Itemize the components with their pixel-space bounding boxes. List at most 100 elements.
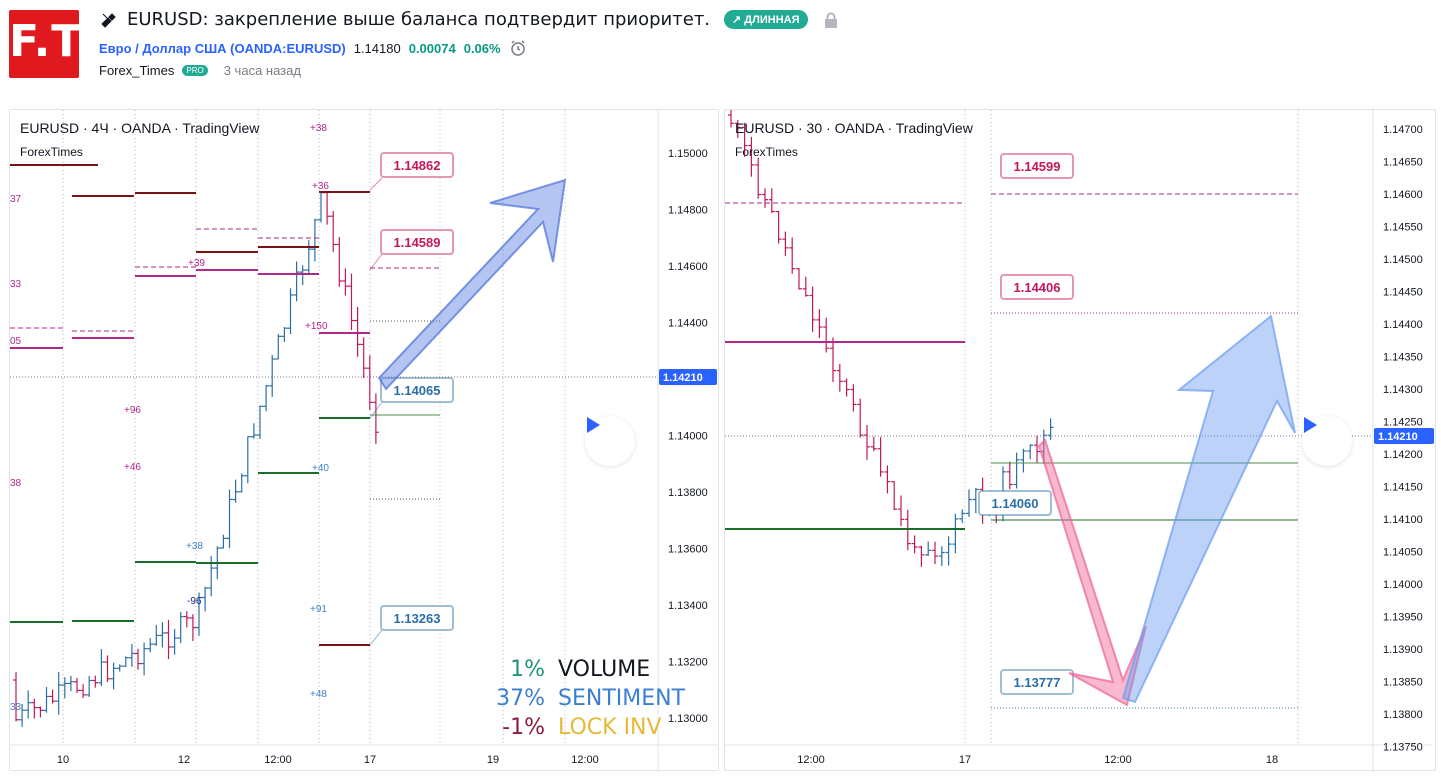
long-badge: ↗ ДЛИННАЯ [724, 10, 808, 29]
price-tick-label: 1.13750 [1383, 742, 1423, 754]
callout-3-box [380, 377, 454, 403]
level-label: +36 [312, 181, 329, 192]
author-name[interactable]: Forex_Times [99, 63, 175, 78]
callout-3-pointer [369, 401, 383, 419]
title-row: EURUSD: закрепление выше баланса подтвер… [99, 9, 838, 30]
left-play-button[interactable] [585, 416, 635, 466]
callout-1-pointer [369, 177, 383, 191]
right-chart-canvas[interactable]: 1.14700 1.14650 1.14600 1.14550 1.14500 1.144… [725, 110, 1437, 772]
publish-time: 3 часа назад [223, 63, 301, 78]
level-label: +46 [124, 462, 141, 473]
price-tick-label: 1.14300 [1383, 384, 1423, 396]
stat-value: 1% [510, 657, 545, 682]
idea-header: F.T. EURUSD: закрепление выше баланса по… [0, 0, 1441, 100]
callout-2-label: 1.14589 [394, 235, 441, 250]
callout-r2-box [1000, 274, 1074, 300]
price-tick-label: 1.14700 [1383, 124, 1423, 136]
stat-value: -1% [502, 715, 545, 740]
price-tick-label: 1.14650 [1383, 157, 1423, 169]
time-tick-label: 12:00 [1104, 754, 1132, 766]
price-tick-label: 1.14200 [1383, 449, 1423, 461]
level-label: -96 [187, 596, 202, 607]
callout-1-label: 1.14862 [394, 158, 441, 173]
time-tick-label: 12:00 [571, 754, 599, 766]
price-tick-label: 1.14400 [1383, 319, 1423, 331]
level-label: 37 [10, 194, 22, 205]
current-price-label: 1.14210 [1378, 431, 1418, 443]
symbol-link[interactable]: Евро / Доллар США (OANDA:EURUSD) [99, 40, 346, 56]
left-chart-panel[interactable]: 1.150001.148001.146001.144001.142001.140… [9, 109, 720, 772]
callout-r1-box [1000, 153, 1074, 179]
forecast-arrow-up [1121, 314, 1296, 704]
price-tick-label: 1.13600 [668, 544, 708, 556]
alarm-clock-icon[interactable] [509, 39, 527, 57]
forex-times-logo[interactable]: F.T. [9, 10, 94, 78]
price-tick-label: 1.14050 [1383, 547, 1423, 559]
callout-3-label: 1.14065 [394, 383, 441, 398]
price-tick-label: 1.13200 [668, 657, 708, 669]
price-tick-label: 1.13400 [668, 600, 708, 612]
callout-4-pointer [369, 629, 383, 646]
price-tick-label: 1.14800 [668, 205, 708, 217]
price-tick-label: 1.14500 [1383, 254, 1423, 266]
level-label: 05 [10, 336, 22, 347]
satellite-icon [101, 12, 116, 28]
stat-volume: 1% VOLUME [490, 655, 685, 684]
stat-label: SENTIMENT [558, 686, 686, 711]
current-price-tag [659, 369, 717, 385]
callout-1-box [380, 152, 454, 178]
current-price-label: 1.14210 [663, 372, 703, 384]
stat-value: 37% [496, 686, 545, 711]
callout-r4-box [1000, 669, 1074, 695]
time-tick-label: 17 [959, 754, 971, 766]
price-tick-label: 1.13800 [668, 487, 708, 499]
price-tick-label: 1.14150 [1383, 482, 1423, 494]
stat-sentiment: 37% SENTIMENT [490, 684, 685, 713]
level-label: 33 [10, 702, 22, 713]
right-chart-subtitle: ForexTimes [735, 145, 798, 159]
time-tick-label: 10 [57, 754, 69, 766]
left-chart-subtitle: ForexTimes [20, 145, 83, 159]
left-chart-title: EURUSD · 4Ч · OANDA · TradingView [20, 120, 260, 136]
pro-badge: PRO [182, 65, 208, 76]
price-tick-label: 1.13000 [668, 713, 708, 725]
stats-block: 1% VOLUME 37% SENTIMENT -1% LOCK INV [490, 655, 685, 742]
callout-r3-label: 1.14060 [992, 496, 1039, 511]
callout-r1-label: 1.14599 [1014, 159, 1061, 174]
stat-label: LOCK INV [558, 715, 662, 740]
price-tick-label: 1.14000 [668, 431, 708, 443]
price-tick-label: 1.13850 [1383, 677, 1423, 689]
callout-r4-label: 1.13777 [1014, 675, 1061, 690]
play-icon [587, 417, 600, 433]
forecast-arrow-up [377, 178, 567, 391]
symbol-price: 1.14180 [353, 40, 401, 56]
symbol-row: Евро / Доллар США (OANDA:EURUSD) 1.14180… [99, 39, 527, 57]
stat-lock-inv: -1% LOCK INV [490, 713, 685, 742]
logo-text: F.T. [9, 16, 94, 67]
right-chart-panel[interactable]: 1.14700 1.14650 1.14600 1.14550 1.14500 1.144… [724, 109, 1437, 772]
level-label: +150 [305, 321, 328, 332]
level-label: 33 [10, 279, 22, 290]
level-label: +91 [310, 604, 327, 615]
time-tick-label: 19 [487, 754, 499, 766]
callout-2-box [380, 229, 454, 255]
callout-r2-label: 1.14406 [1014, 280, 1061, 295]
price-tick-label: 1.14000 [1383, 579, 1423, 591]
callout-r3-box [978, 490, 1052, 516]
idea-title[interactable]: EURUSD: закрепление выше баланса подтвер… [127, 9, 711, 30]
current-price-tag [1374, 428, 1434, 444]
price-tick-label: 1.13800 [1383, 709, 1423, 721]
stat-label: VOLUME [558, 657, 651, 682]
author-row: Forex_Times PRO 3 часа назад [99, 63, 301, 78]
play-icon [1304, 417, 1317, 433]
time-tick-label: 12 [178, 754, 190, 766]
time-tick-label: 17 [364, 754, 376, 766]
price-tick-label: 1.14550 [1383, 222, 1423, 234]
level-label: +40 [312, 463, 329, 474]
lock-icon [824, 12, 837, 28]
callout-4-box [380, 605, 454, 631]
left-chart-canvas[interactable]: 1.150001.148001.146001.144001.142001.140… [10, 110, 720, 772]
right-play-button[interactable] [1302, 416, 1352, 466]
symbol-change: 0.00074 [408, 40, 456, 56]
price-tick-label: 1.14250 [1383, 417, 1423, 429]
